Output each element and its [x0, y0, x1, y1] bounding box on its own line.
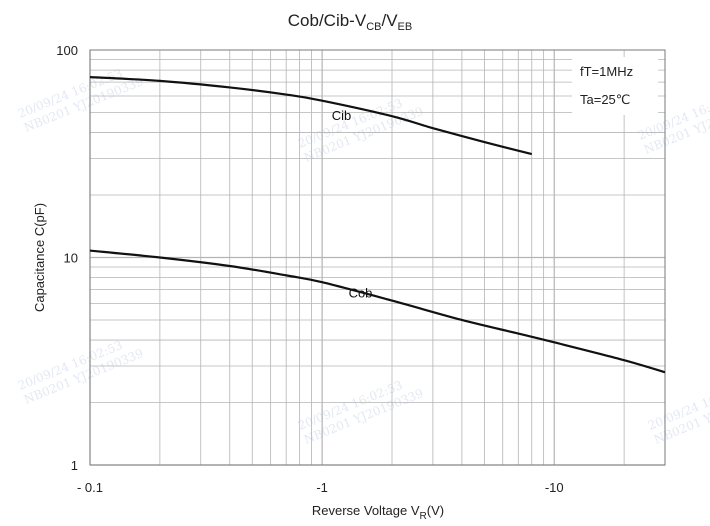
x-axis-label: Reverse Voltage VR(V) — [312, 503, 444, 522]
plot-frame — [89, 49, 666, 466]
series-line-cob — [89, 249, 666, 374]
condition-temperature: Ta=25℃ — [580, 92, 630, 107]
conditions-box: fT=1MHz Ta=25℃ — [572, 57, 658, 115]
condition-frequency: fT=1MHz — [580, 64, 633, 79]
chart-title: Cob/Cib-VCB/VEB — [288, 11, 412, 33]
x-tick-label: - 0.1 — [77, 480, 103, 495]
grid-lines — [89, 50, 666, 466]
y-tick-label: 100 — [56, 43, 78, 58]
series-layer: Cib Cob — [89, 76, 666, 374]
tick-labels: - 0.1 -1 -10 1 10 100 — [56, 43, 563, 495]
x-tick-label: -10 — [545, 480, 564, 495]
y-axis-label: Capacitance C(pF) — [32, 203, 47, 312]
series-label-cib: Cib — [332, 108, 352, 123]
y-tick-label: 1 — [71, 458, 78, 473]
series-label-cob: Cob — [349, 286, 373, 301]
x-tick-label: -1 — [316, 480, 328, 495]
y-tick-label: 10 — [64, 251, 78, 266]
series-line-cib — [89, 76, 533, 156]
